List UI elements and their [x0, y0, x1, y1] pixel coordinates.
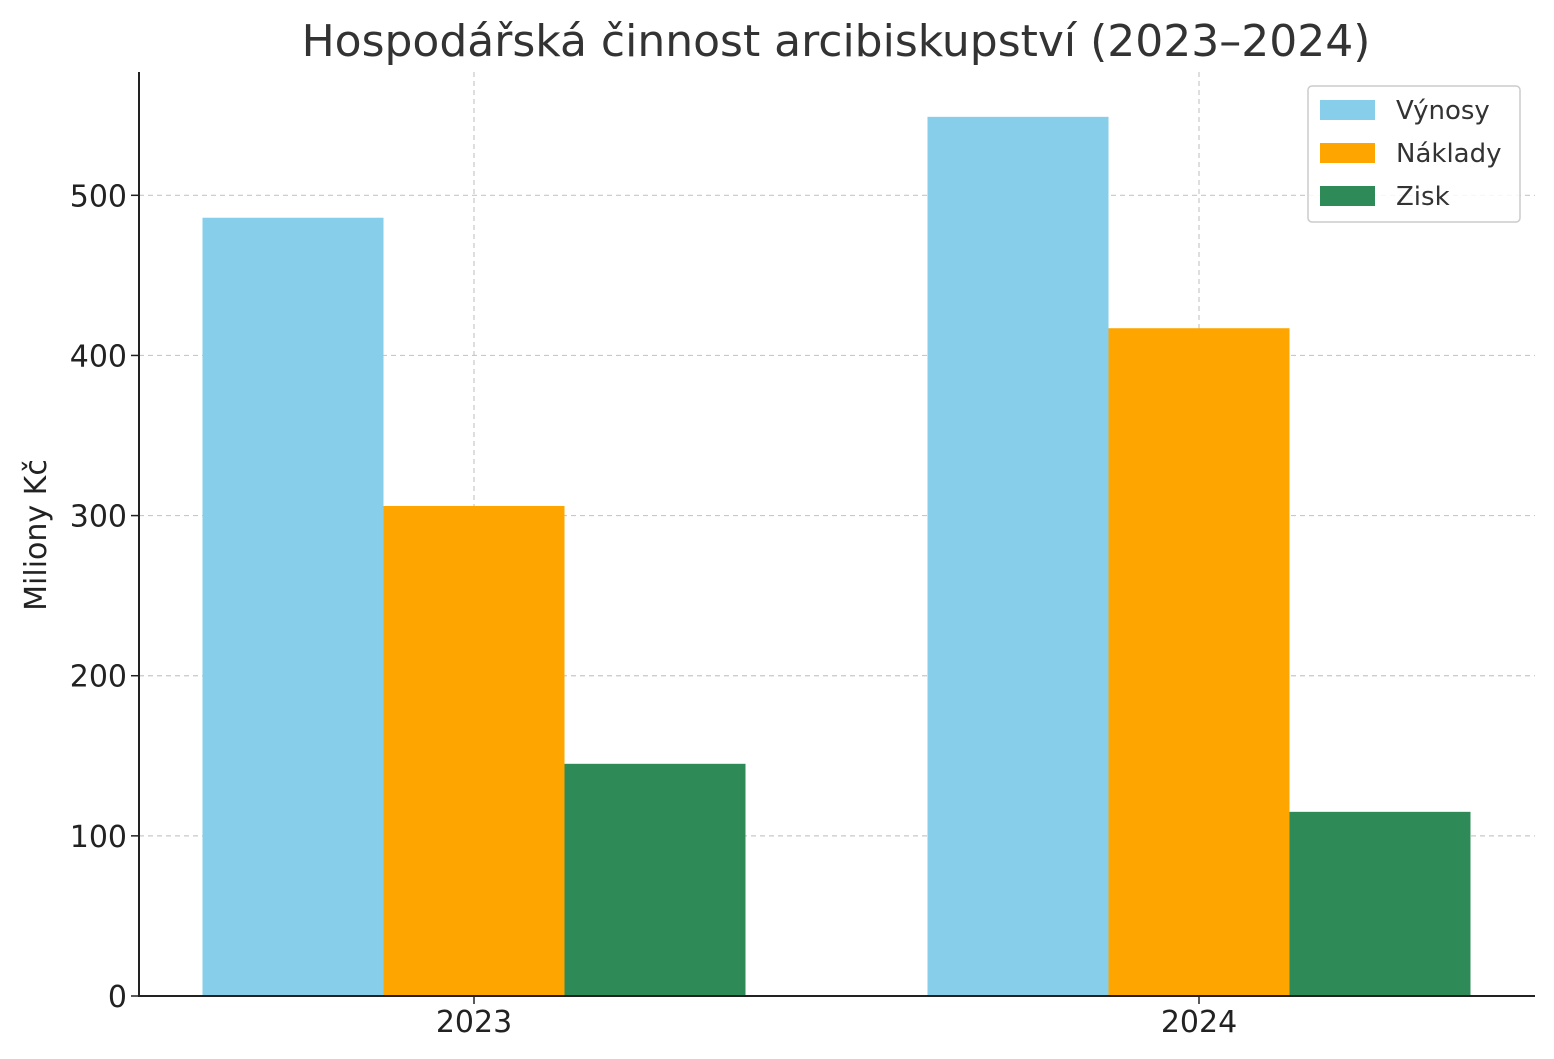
- legend-swatch: [1320, 143, 1375, 163]
- y-tick-label: 200: [70, 660, 127, 695]
- bars: [202, 116, 1471, 997]
- y-axis-label: Miliony Kč: [19, 459, 54, 611]
- x-tick-label: 2023: [436, 1005, 512, 1040]
- legend-swatch: [1320, 186, 1375, 206]
- bar-zisk-2023: [564, 763, 746, 996]
- x-tick-label: 2024: [1161, 1005, 1237, 1040]
- y-tick-label: 400: [70, 339, 127, 374]
- legend: Výnosy Náklady Zisk: [1307, 85, 1521, 223]
- bar-náklady-2024: [1108, 328, 1290, 997]
- bar-zisk-2024: [1289, 811, 1471, 996]
- legend-label: Zisk: [1396, 182, 1450, 212]
- bar-výnosy-2024: [927, 116, 1109, 997]
- bar-náklady-2023: [383, 505, 565, 996]
- bar-výnosy-2023: [202, 217, 384, 996]
- legend-label: Výnosy: [1396, 96, 1490, 126]
- y-tick-label: 0: [108, 980, 127, 1015]
- y-tick-label: 100: [70, 820, 127, 855]
- axes: [138, 72, 1535, 997]
- x-ticks: 2023 2024: [436, 996, 1237, 1040]
- chart-title: Hospodářská činnost arcibiskupství (2023…: [302, 16, 1371, 67]
- y-tick-label: 500: [70, 179, 127, 214]
- legend-swatch: [1320, 100, 1375, 120]
- y-ticks: 0 100 200 300 400 500: [70, 179, 139, 1015]
- y-tick-label: 300: [70, 500, 127, 535]
- legend-label: Náklady: [1396, 139, 1502, 169]
